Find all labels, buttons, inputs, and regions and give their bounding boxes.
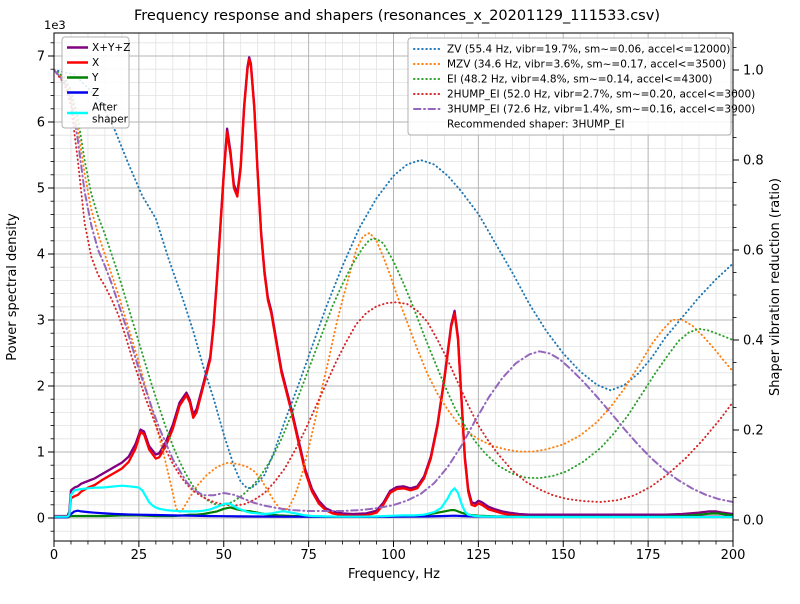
y-right-tick-label: 1.0 xyxy=(743,64,764,79)
y-left-tick-label: 0 xyxy=(37,512,45,527)
legend-left-box xyxy=(61,36,130,129)
grid-minor xyxy=(54,33,733,541)
legend-right-label: EI (48.2 Hz, vibr=4.8%, sm~=0.14, accel<… xyxy=(447,74,712,86)
x-tick-label: 125 xyxy=(466,548,491,563)
legend-right-box xyxy=(407,37,732,136)
axis-tick-labels: 0 25 50 75 100 125 150 175 200 0 1 2 3 4 5 6 7 0.0 0.2 0.4 0… xyxy=(37,50,764,564)
y-axis-offset-label: 1e3 xyxy=(44,18,66,32)
legend-left-label: X xyxy=(92,57,99,69)
y-left-tick-label: 2 xyxy=(37,380,45,395)
x-tick-label: 150 xyxy=(551,548,576,563)
recommended-shaper-note: Recommended shaper: 3HUMP_EI xyxy=(447,119,625,131)
y-left-tick-label: 6 xyxy=(37,116,45,131)
y-left-tick-label: 5 xyxy=(37,182,45,197)
legend-right-label: 2HUMP_EI (52.0 Hz, vibr=2.7%, sm~=0.20, … xyxy=(447,89,755,101)
chart-curves xyxy=(54,56,733,519)
legend-right: ZV (55.4 Hz, vibr=19.7%, sm~=0.06, accel… xyxy=(407,37,755,136)
series-2hump-ei xyxy=(54,69,733,507)
legend-right-label: 3HUMP_EI (72.6 Hz, vibr=1.4%, sm~=0.16, … xyxy=(447,104,755,116)
axis-ticks xyxy=(48,42,739,547)
series-x xyxy=(54,58,733,518)
series-after-shaper xyxy=(54,484,733,519)
y-left-tick-label: 1 xyxy=(37,446,45,461)
legend-right-label: MZV (34.6 Hz, vibr=3.6%, sm~=0.17, accel… xyxy=(447,59,726,71)
x-tick-label: 0 xyxy=(50,548,58,563)
y-left-axis-title: Power spectral density xyxy=(5,213,20,361)
x-tick-label: 175 xyxy=(636,548,661,563)
y-right-tick-label: 0.4 xyxy=(743,334,764,349)
x-tick-label: 25 xyxy=(131,548,148,563)
chart-title: Frequency response and shapers (resonanc… xyxy=(134,8,660,24)
legend-left-label: Y xyxy=(91,72,99,84)
y-left-tick-label: 4 xyxy=(37,248,45,263)
series-3hump-ei xyxy=(54,69,733,512)
x-axis-title: Frequency, Hz xyxy=(348,567,440,582)
x-tick-label: 50 xyxy=(215,548,232,563)
legend-left-label: shaper xyxy=(92,114,129,126)
legend-left-label: Z xyxy=(92,87,99,99)
y-right-tick-label: 0.0 xyxy=(743,514,764,529)
series-ei xyxy=(54,69,733,507)
x-tick-label: 100 xyxy=(381,548,406,563)
y-right-tick-label: 0.6 xyxy=(743,244,764,259)
x-tick-label: 75 xyxy=(300,548,317,563)
y-right-tick-label: 0.2 xyxy=(743,424,764,439)
y-left-tick-label: 3 xyxy=(37,314,45,329)
y-right-tick-label: 0.8 xyxy=(743,154,764,169)
legend-left-label: After xyxy=(92,102,118,114)
legend-left-label: X+Y+Z xyxy=(92,42,130,54)
x-tick-label: 200 xyxy=(721,548,746,563)
y-right-axis-title: Shaper vibration reduction (ratio) xyxy=(768,178,783,396)
y-left-tick-label: 7 xyxy=(37,50,45,65)
legend-right-label: ZV (55.4 Hz, vibr=19.7%, sm~=0.06, accel… xyxy=(447,44,730,56)
